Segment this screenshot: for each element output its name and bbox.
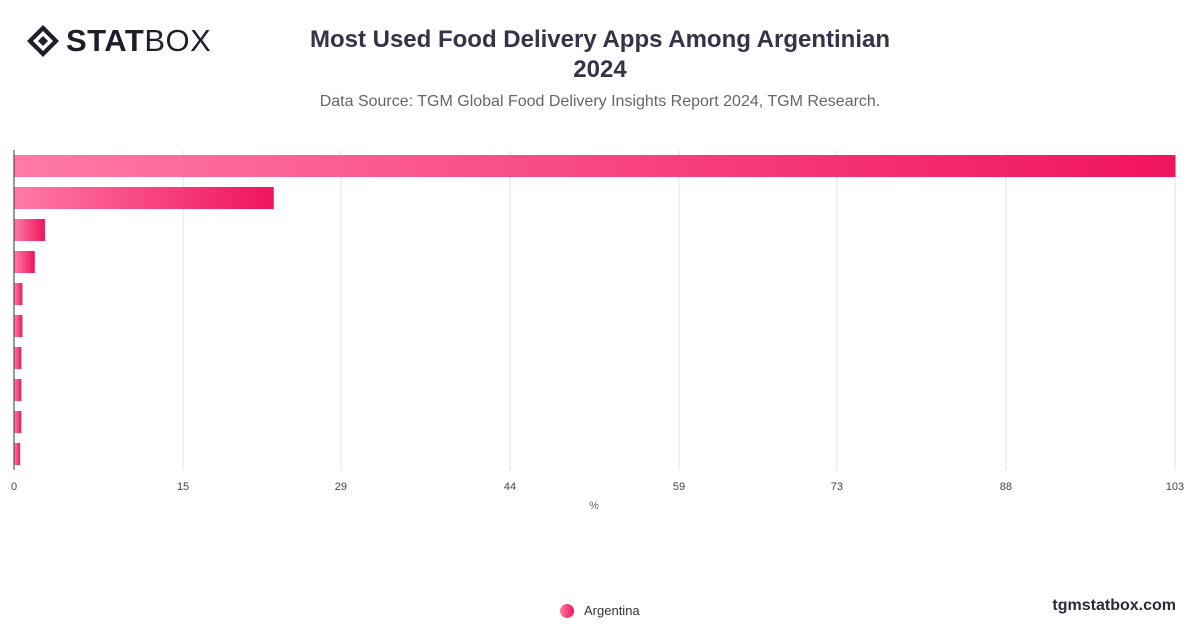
x-tick-label: 59 — [673, 481, 685, 493]
x-axis-ticks: 0 15 29 44 59 73 88 103 — [11, 481, 1184, 493]
x-tick-label: 15 — [177, 481, 189, 493]
x-axis-label: % — [589, 500, 599, 512]
bar[interactable] — [14, 443, 21, 465]
logo-wordmark: STATBOX — [66, 25, 211, 57]
bar[interactable] — [14, 155, 1176, 177]
x-tick-label: 73 — [831, 481, 843, 493]
bar[interactable] — [14, 411, 22, 433]
bar-chart: 0 15 29 44 59 73 88 103 % — [11, 150, 1184, 512]
x-tick-label: 29 — [335, 481, 347, 493]
x-tick-label: 88 — [1000, 481, 1012, 493]
website-credit: tgmstatbox.com — [1052, 597, 1176, 614]
x-tick-label: 103 — [1166, 481, 1184, 493]
bars — [14, 155, 1176, 465]
bar[interactable] — [14, 347, 22, 369]
bar[interactable] — [14, 187, 274, 209]
bar[interactable] — [14, 283, 23, 305]
legend[interactable]: Argentina — [560, 603, 640, 618]
x-tick-label: 0 — [11, 481, 17, 493]
legend-marker — [560, 603, 574, 618]
diamond-logo-icon — [27, 25, 59, 57]
x-tick-label: 44 — [504, 481, 516, 493]
logo-wordmark-light: BOX — [144, 23, 212, 58]
legend-label: Argentina — [584, 603, 640, 618]
chart-title-line2: 2024 — [573, 56, 627, 83]
bar[interactable] — [14, 379, 22, 401]
bar[interactable] — [14, 219, 45, 241]
gridlines — [13, 150, 1176, 470]
chart-title: Most Used Food Delivery Apps Among Argen… — [250, 25, 950, 85]
logo-wordmark-bold: STAT — [66, 23, 145, 58]
chart-title-line1: Most Used Food Delivery Apps Among Argen… — [309, 26, 891, 53]
bar[interactable] — [14, 251, 35, 273]
chart-subtitle: Data Source: TGM Global Food Delivery In… — [319, 93, 881, 110]
bar[interactable] — [14, 315, 23, 337]
statbox-logo: STATBOX — [26, 24, 211, 58]
